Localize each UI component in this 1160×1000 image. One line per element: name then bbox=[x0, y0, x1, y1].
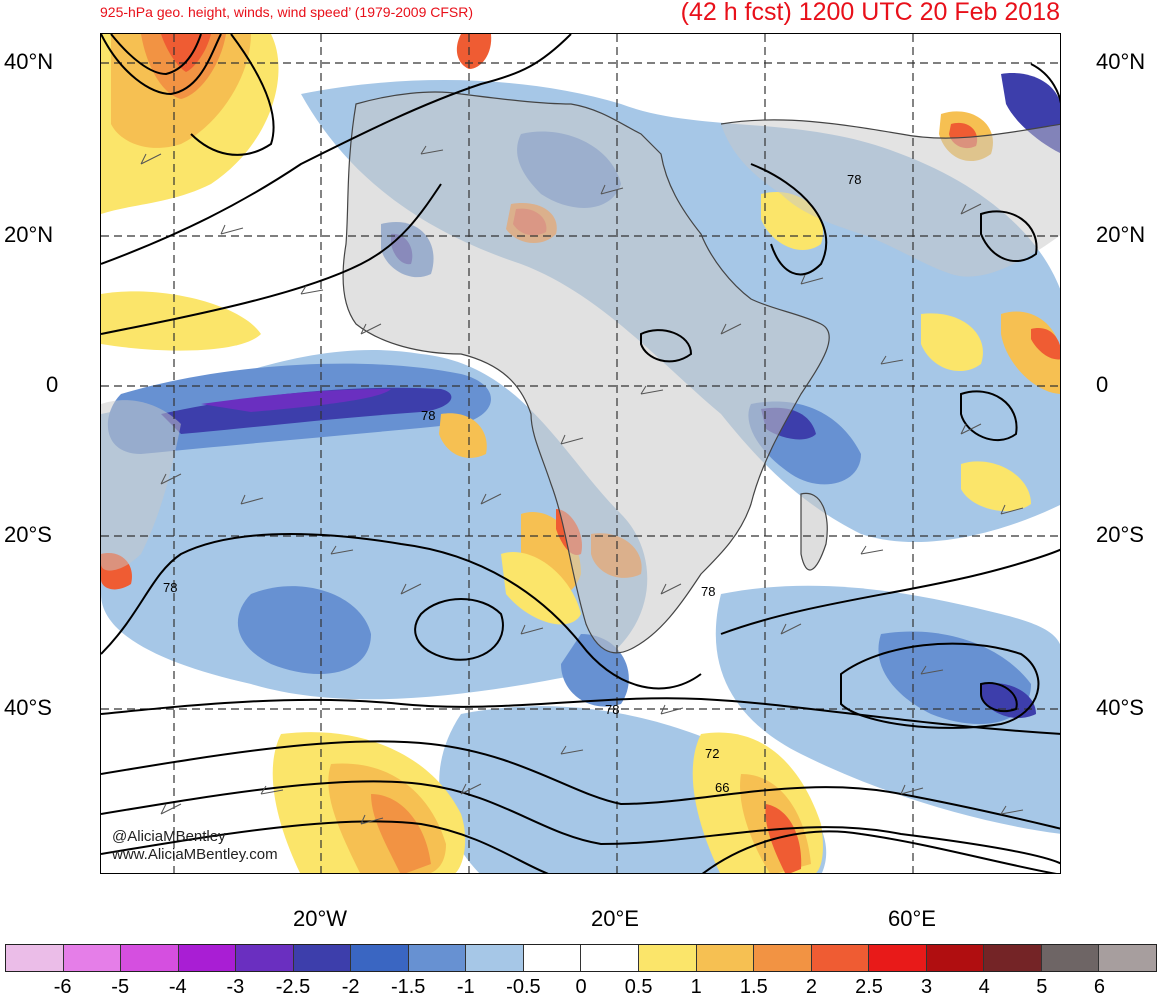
contour-label: 78 bbox=[163, 580, 177, 595]
contour-label: 72 bbox=[705, 746, 719, 761]
colorbar-label: 2.5 bbox=[855, 976, 883, 998]
lon-label-60e: 60°E bbox=[888, 906, 936, 931]
colorbar-box bbox=[466, 945, 524, 971]
coastlines bbox=[342, 91, 1060, 654]
contour-label: 78 bbox=[701, 584, 715, 599]
colorbar-label: -2.5 bbox=[275, 976, 311, 998]
contour-label: 78 bbox=[605, 702, 619, 717]
colorbar-box bbox=[351, 945, 409, 971]
lat-label-40s-right: 40°S bbox=[1096, 695, 1144, 720]
credit-handle: @AliciaMBentley bbox=[112, 828, 226, 845]
credit-website: www.AliciaMBentley.com bbox=[112, 846, 278, 863]
colorbar-box bbox=[581, 945, 640, 971]
lat-label-eq-right: 0 bbox=[1096, 372, 1109, 397]
colorbar-label: 1.5 bbox=[739, 976, 768, 998]
colorbar-box bbox=[869, 945, 927, 971]
colorbar bbox=[5, 944, 1157, 972]
lat-label-40n-left: 40°N bbox=[4, 49, 54, 74]
colorbar-label: -1 bbox=[456, 976, 475, 998]
lat-label-eq-left: 0 bbox=[46, 372, 59, 397]
lon-label-20w: 20°W bbox=[292, 906, 348, 931]
contour-label: 66 bbox=[715, 780, 729, 795]
colorbar-label: -6 bbox=[53, 976, 72, 998]
colorbar-label: 1 bbox=[690, 976, 702, 998]
lat-label-20s-right: 20°S bbox=[1096, 522, 1144, 547]
colorbar-label: -5 bbox=[111, 976, 130, 998]
map-panel: 78 78 78 78 78 72 66 bbox=[100, 33, 1061, 874]
colorbar-label: 6 bbox=[1093, 976, 1105, 998]
colorbar-box bbox=[6, 945, 64, 971]
contour-labels: 78 78 78 78 78 72 66 bbox=[163, 172, 861, 795]
colorbar-box bbox=[754, 945, 812, 971]
colorbar-box bbox=[1099, 945, 1156, 971]
lat-label-20n-left: 20°N bbox=[4, 222, 54, 247]
colorbar-box bbox=[293, 945, 352, 971]
contour-label: 78 bbox=[847, 172, 861, 187]
colorbar-label: 2 bbox=[805, 976, 817, 998]
colorbar-label: -0.5 bbox=[506, 976, 541, 998]
colorbar-label: 0.5 bbox=[624, 976, 653, 998]
wind-barbs bbox=[140, 145, 1024, 825]
colorbar-box bbox=[236, 945, 294, 971]
colorbar-label: -4 bbox=[168, 976, 187, 998]
colorbar-box bbox=[639, 945, 697, 971]
colorbar-box bbox=[696, 945, 755, 971]
colorbar-box bbox=[926, 945, 985, 971]
lat-label-20n-right: 20°N bbox=[1096, 222, 1146, 247]
colorbar-labels: -6 -5 -4 -3 -2.5 -2 -1.5 -1 -0.5 0 0.5 1 1.5 2 2.5 3 4 5 6 bbox=[5, 976, 1157, 1000]
colorbar-label: -3 bbox=[226, 976, 245, 998]
colorbar-label: 4 bbox=[978, 976, 990, 998]
contour-label: 78 bbox=[421, 408, 435, 423]
colorbar-label: -2 bbox=[341, 976, 360, 998]
height-contours bbox=[101, 34, 1060, 873]
colorbar-box bbox=[178, 945, 237, 971]
colorbar-box bbox=[121, 945, 179, 971]
colorbar-box bbox=[408, 945, 467, 971]
colorbar-box bbox=[1041, 945, 1100, 971]
colorbar-label: 3 bbox=[921, 976, 933, 998]
colorbar-box bbox=[984, 945, 1042, 971]
lat-label-40s-left: 40°S bbox=[4, 695, 52, 720]
lat-label-40n-right: 40°N bbox=[1096, 49, 1146, 74]
map-title-left: 925-hPa geo. height, winds, wind speed’ … bbox=[100, 4, 474, 20]
lat-label-20s-left: 20°S bbox=[4, 522, 52, 547]
map-canvas: 78 78 78 78 78 72 66 bbox=[101, 34, 1060, 873]
land-mask bbox=[101, 92, 1060, 653]
colorbar-label: 5 bbox=[1036, 976, 1048, 998]
map-title-right: (42 h fcst) 1200 UTC 20 Feb 2018 bbox=[680, 0, 1060, 26]
colorbar-label: 0 bbox=[575, 976, 587, 998]
colorbar-box bbox=[63, 945, 122, 971]
colorbar-box bbox=[523, 945, 582, 971]
colorbar-label: -1.5 bbox=[390, 976, 426, 998]
colorbar-box bbox=[811, 945, 870, 971]
lon-label-20e: 20°E bbox=[591, 906, 639, 931]
